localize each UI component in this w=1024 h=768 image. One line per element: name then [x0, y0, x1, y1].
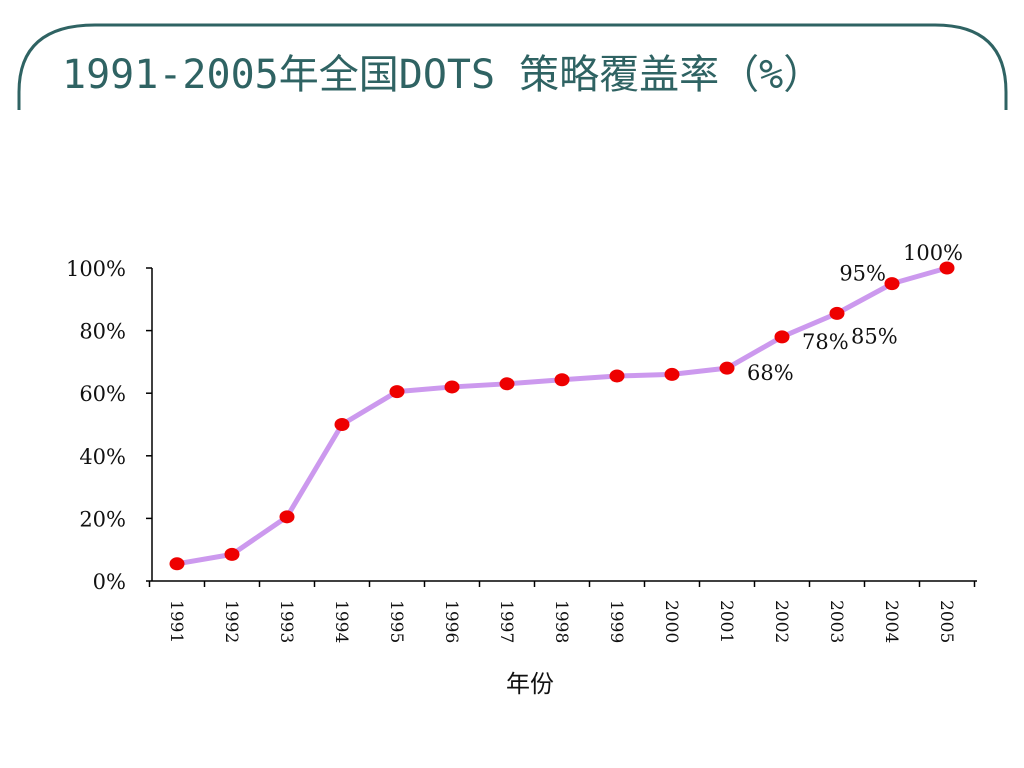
x-tick-label: 2003 — [826, 600, 846, 643]
x-tick-label: 1996 — [441, 600, 461, 643]
x-tick-label: 2001 — [716, 600, 736, 643]
y-axis-ticks: 0% 20% 40% 60% 80% 100% — [66, 257, 152, 594]
x-axis-ticks: 1991 1992 1993 1994 1995 1996 1997 1998 1999 2000… — [148, 581, 976, 643]
x-tick-label: 1992 — [221, 600, 241, 643]
data-point — [664, 367, 680, 381]
data-point — [279, 510, 295, 524]
data-point — [224, 547, 240, 561]
x-tick-label: 1999 — [606, 600, 626, 643]
y-tick-label: 40% — [79, 445, 126, 469]
data-point — [829, 306, 845, 320]
data-point — [444, 380, 460, 394]
data-point — [939, 261, 955, 275]
x-tick-label: 2000 — [661, 600, 681, 643]
data-labels: 68% 78% 85% 95% 100% — [747, 241, 963, 385]
title-frame-arc — [17, 23, 1008, 110]
slide-title: 1991-2005年全国DOTS 策略覆盖率（%） — [62, 52, 824, 98]
x-tick-label: 1998 — [551, 600, 571, 643]
data-point — [884, 277, 900, 291]
y-tick-label: 100% — [66, 257, 126, 281]
y-tick-label: 60% — [79, 382, 126, 406]
y-tick-label: 20% — [79, 507, 126, 531]
chart-axes — [151, 268, 977, 582]
data-point — [609, 369, 625, 383]
x-tick-label: 2004 — [881, 600, 901, 643]
data-label: 85% — [851, 324, 898, 348]
x-tick-label: 2002 — [771, 600, 791, 643]
data-point — [334, 418, 350, 431]
data-point — [774, 330, 790, 344]
data-point — [499, 377, 515, 391]
x-tick-label: 2005 — [936, 600, 956, 643]
data-label: 100% — [903, 241, 963, 265]
x-tick-label: 1993 — [276, 600, 296, 643]
data-point — [719, 361, 735, 375]
data-label: 95% — [839, 262, 886, 286]
x-tick-label: 1995 — [386, 600, 406, 643]
data-label: 78% — [802, 330, 849, 354]
data-point — [169, 557, 185, 571]
y-tick-label: 80% — [79, 320, 126, 344]
x-axis-title: 年份 — [506, 670, 554, 698]
x-tick-label: 1994 — [331, 600, 351, 643]
data-point — [554, 373, 570, 387]
data-label: 68% — [747, 361, 794, 385]
data-point — [389, 385, 405, 399]
y-tick-label: 0% — [93, 570, 126, 594]
series-markers — [169, 261, 955, 571]
x-tick-label: 1991 — [166, 600, 186, 643]
x-tick-label: 1997 — [496, 600, 516, 643]
